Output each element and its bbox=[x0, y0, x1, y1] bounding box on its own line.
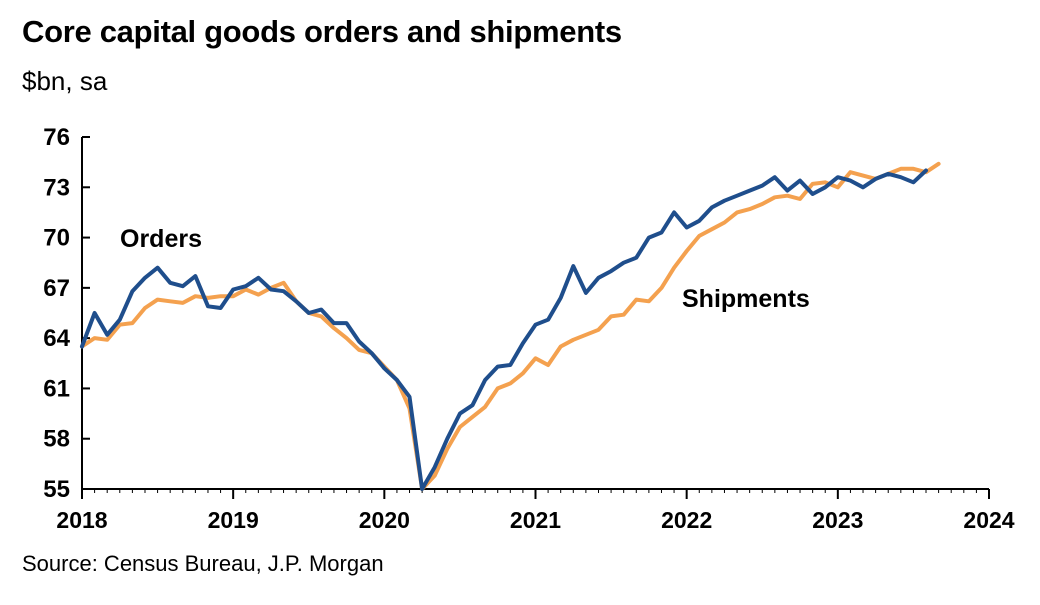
chart-title: Core capital goods orders and shipments bbox=[22, 14, 622, 49]
x-tick-label: 2024 bbox=[963, 507, 1014, 533]
x-tick-label: 2018 bbox=[56, 507, 107, 533]
x-tick-label: 2023 bbox=[812, 507, 863, 533]
y-tick-label: 61 bbox=[43, 375, 70, 402]
y-tick-label: 55 bbox=[43, 476, 70, 503]
y-tick-label: 70 bbox=[43, 225, 70, 252]
x-tick-label: 2019 bbox=[208, 507, 259, 533]
series-line-orders bbox=[80, 168, 928, 491]
series-line-shipments bbox=[80, 161, 941, 491]
series-labels: Orders Shipments bbox=[120, 225, 810, 313]
y-tick-label: 64 bbox=[43, 325, 70, 352]
y-tick-label: 73 bbox=[43, 174, 70, 201]
chart-subtitle: $bn, sa bbox=[22, 66, 108, 96]
orders-label: Orders bbox=[120, 225, 202, 253]
x-tick-label: 2020 bbox=[359, 507, 410, 533]
x-tick-label: 2022 bbox=[661, 507, 712, 533]
source-note: Source: Census Bureau, J.P. Morgan bbox=[22, 551, 384, 576]
axes: 55 58 61 64 67 70 73 76 2018 2019 2020 2021 2022 2023… bbox=[43, 124, 1014, 533]
shipments-label: Shipments bbox=[682, 285, 810, 313]
y-tick-label: 58 bbox=[43, 426, 70, 453]
series-lines bbox=[80, 161, 941, 491]
x-tick-label: 2021 bbox=[510, 507, 561, 533]
y-tick-label: 67 bbox=[43, 275, 70, 302]
y-tick-label: 76 bbox=[43, 124, 70, 151]
